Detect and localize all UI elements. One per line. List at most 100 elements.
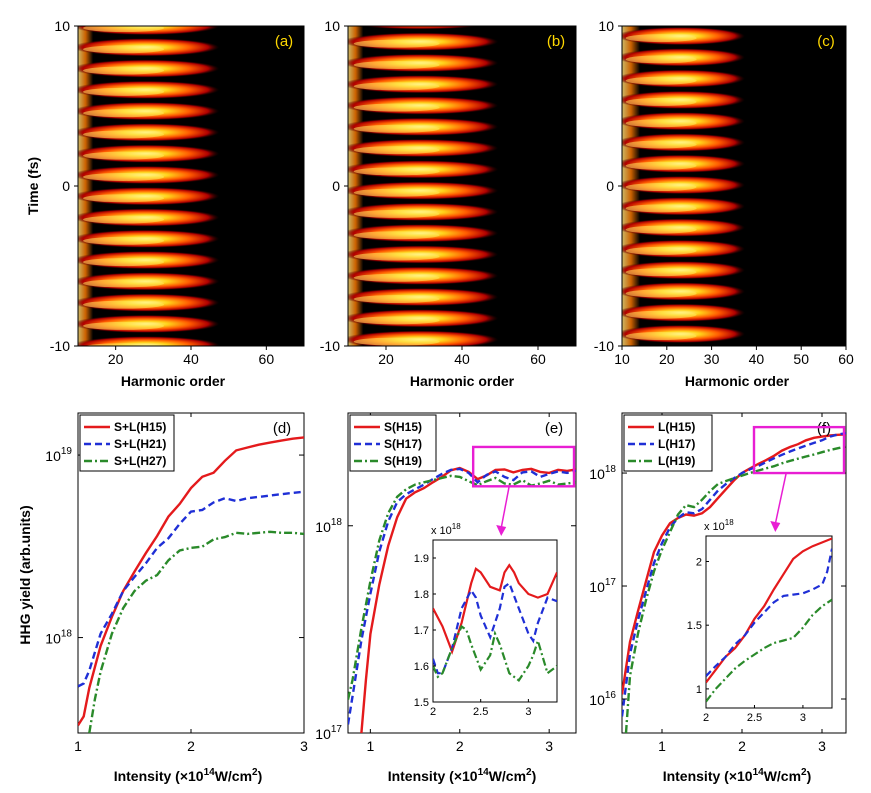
- heatmap-burst-core: [353, 146, 440, 155]
- heatmap-burst-core: [353, 39, 440, 48]
- xl-prefix: Intensity (×10: [388, 768, 478, 784]
- heatmap-background: [78, 26, 304, 346]
- heatmap-burst-core: [353, 60, 440, 69]
- x-tick-label: 40: [749, 351, 765, 367]
- heatmap-xlabel-a: Harmonic order: [121, 373, 226, 389]
- heatmap-burst-core: [625, 204, 697, 213]
- y-tick-label: 0: [62, 178, 70, 194]
- heatmap-burst-core: [353, 103, 440, 112]
- inset-y-tick-label: 1.8: [414, 589, 429, 601]
- xl-exp: 14: [204, 767, 216, 778]
- legend: S(H15) S(H17) S(H19): [349, 414, 437, 472]
- heatmap-burst-core: [625, 225, 697, 234]
- legend: S+L(H15) S+L(H21) S+L(H27): [79, 414, 175, 472]
- y-tick-label: 10: [54, 18, 70, 34]
- legend-label: L(H15): [658, 420, 695, 434]
- heatmap-burst-core: [353, 273, 440, 282]
- legend-box: [623, 414, 713, 472]
- yield-ylabel: HHG yield (arb.units): [17, 505, 33, 644]
- zoom-arrowhead: [496, 525, 507, 536]
- inset-y-tick-label: 1.5: [414, 697, 429, 709]
- x-tick-label: 40: [183, 351, 199, 367]
- y-tick-label: 0: [606, 178, 614, 194]
- heatmap-burst-core: [83, 172, 165, 181]
- legend-label: S(H15): [384, 420, 422, 434]
- heatmap-burst-core: [83, 236, 165, 245]
- series-line-S(H17): [348, 467, 576, 725]
- heatmap-burst-core: [83, 258, 165, 267]
- heatmap-burst-core: [83, 300, 165, 309]
- inset-y-tick-label: 1: [696, 684, 702, 696]
- heatmap-xlabel-c: Harmonic order: [685, 373, 790, 389]
- heatmap-burst-core: [83, 87, 165, 96]
- heatmap-burst-core: [83, 194, 165, 203]
- legend-label: S+L(H21): [114, 437, 166, 451]
- heatmap-burst-core: [626, 13, 697, 21]
- x-tick-label: 2: [187, 738, 195, 754]
- plot-area: [78, 436, 304, 733]
- heatmap-burst-core: [625, 119, 697, 128]
- inset-series-line: [706, 537, 832, 684]
- panel-label: (f): [817, 420, 831, 437]
- x-tick-label: 1: [366, 738, 374, 754]
- inset-series-line: [433, 563, 557, 655]
- heatmap-burst-core: [353, 295, 440, 304]
- xl-suffix: ): [532, 768, 537, 784]
- heatmap-burst-core: [625, 289, 697, 298]
- line-panel-e: 1 2 3 1017 1018 S(H15) S(H17) S(H19) (e) 2 2.5 3 1.5…: [315, 412, 577, 754]
- highlight-box: [471, 445, 576, 488]
- intensity-xlabel-e: Intensity (×1014W/cm2): [388, 767, 537, 784]
- xl-exp2: 2: [252, 767, 258, 778]
- series-line-L(H17): [622, 432, 846, 717]
- heatmap-burst-core: [83, 66, 165, 75]
- x-tick-label: 3: [545, 738, 553, 754]
- heatmap-burst-core: [353, 188, 440, 197]
- heatmap-burst-core: [625, 140, 697, 149]
- x-tick-label: 2: [738, 738, 746, 754]
- xl-exp: 14: [753, 767, 765, 778]
- heatmap-content: [348, 26, 499, 346]
- heatmap-burst-core: [353, 316, 440, 325]
- x-tick-label: 1: [658, 738, 666, 754]
- heatmap-burst: [616, 6, 745, 24]
- inset-y-tick-label: 1.7: [414, 625, 429, 637]
- line-panel-d: 1 2 3 1018 1019 S+L(H15) S+L(H21) S+L(H27) (d): [45, 412, 308, 754]
- heatmap-burst-core: [625, 34, 697, 43]
- inset-x-tick-label: 2: [703, 712, 709, 724]
- y-tick-label: 1019: [45, 446, 72, 464]
- x-tick-label: 3: [300, 738, 308, 754]
- heatmap-burst-core: [377, 26, 416, 27]
- heatmap-burst-core: [83, 321, 165, 330]
- y-tick-label: 1017: [315, 724, 342, 742]
- heatmap-burst-core: [83, 151, 165, 160]
- inset: 2 2.5 3 1 1.5 2 x 1018: [687, 518, 833, 724]
- heatmap-burst-core: [353, 209, 440, 218]
- legend: L(H15) L(H17) L(H19): [623, 414, 713, 472]
- heatmap-burst-core: [83, 279, 165, 288]
- zoom-arrow: [774, 472, 787, 525]
- inset-x-tick-label: 2.5: [473, 706, 488, 718]
- xl-mid: W/cm: [215, 768, 252, 784]
- legend-box: [349, 414, 437, 472]
- plot-area: [348, 466, 576, 733]
- heatmap-burst-core: [83, 215, 165, 224]
- series-line-L(H19): [624, 445, 846, 733]
- heatmap-burst-core: [353, 124, 440, 133]
- x-tick-label: 40: [454, 351, 470, 367]
- inset-x-tick-label: 2: [430, 706, 436, 718]
- series-line-S(H19): [348, 474, 576, 700]
- inset-y-tick-label: 1.9: [414, 553, 429, 565]
- xl-prefix: Intensity (×10: [663, 768, 753, 784]
- x-tick-label: 60: [838, 351, 854, 367]
- y-tick-label: 1016: [589, 690, 616, 708]
- heatmap-burst-core: [353, 82, 440, 91]
- line-panel-f: 1 2 3 1016 1017 1018 L(H15) L(H17) L(H19) (f) 2 2.5…: [589, 412, 847, 754]
- panel-label: (a): [275, 33, 293, 50]
- inset-series-line: [706, 548, 832, 677]
- x-tick-label: 60: [259, 351, 275, 367]
- x-tick-label: 30: [704, 351, 720, 367]
- y-tick-label: 1018: [45, 629, 72, 647]
- heatmap-burst-core: [83, 45, 165, 54]
- inset-frame: [432, 539, 558, 703]
